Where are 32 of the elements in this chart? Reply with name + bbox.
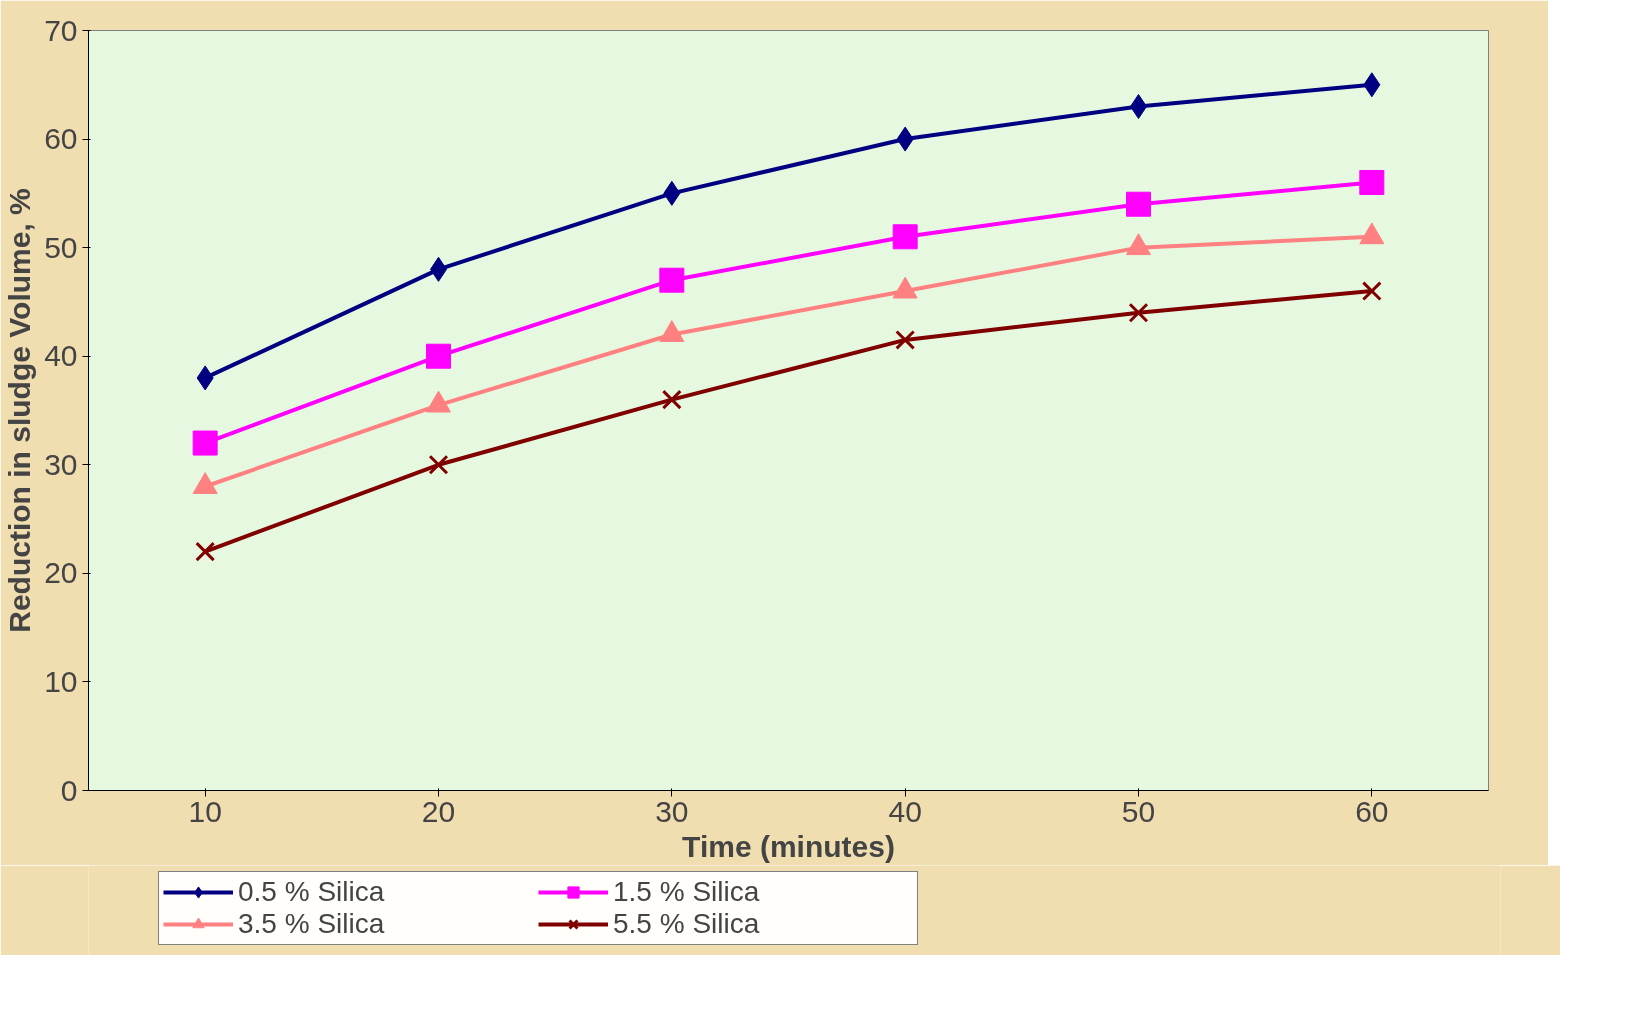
point — [1126, 191, 1151, 217]
x-tick-label: 20 — [421, 794, 456, 828]
point — [661, 389, 682, 410]
y-tick-label: 20 — [44, 556, 78, 590]
point — [659, 267, 685, 293]
point — [1128, 302, 1149, 323]
x-tick-label: 50 — [1121, 794, 1156, 828]
point — [426, 343, 451, 369]
point — [895, 329, 916, 350]
y-tick-label: 30 — [44, 447, 78, 481]
y-axis-title: Reduction in sludge Volume, % — [3, 188, 37, 633]
y-tick-label: 40 — [44, 339, 78, 373]
x-tick-label: 10 — [188, 794, 222, 828]
y-tick-label: 10 — [44, 664, 78, 698]
x-axis-title: Time (minutes) — [682, 829, 895, 863]
x-tick-label: 60 — [1355, 794, 1389, 828]
y-tick-label: 50 — [44, 230, 78, 264]
point — [1359, 170, 1385, 195]
point — [1361, 281, 1382, 302]
legend-label: 5.5 % Silica — [613, 908, 761, 940]
point — [892, 224, 918, 250]
y-tick-label: 70 — [44, 13, 78, 47]
point — [192, 430, 218, 456]
point — [195, 541, 216, 562]
x-tick-label: 30 — [655, 794, 689, 828]
legend-label: 3.5 % Silica — [238, 908, 386, 940]
point — [428, 454, 449, 475]
y-tick-label: 0 — [60, 773, 78, 807]
x-tick-label: 40 — [888, 794, 922, 828]
y-tick-label: 60 — [44, 122, 78, 156]
legend-label: 1.5 % Silica — [613, 876, 761, 908]
legend-label: 0.5 % Silica — [238, 876, 386, 908]
